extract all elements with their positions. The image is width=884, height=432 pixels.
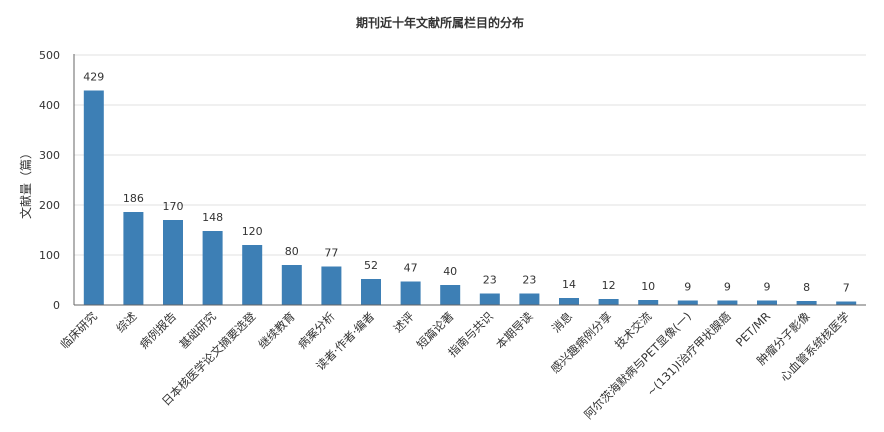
- data-label: 148: [202, 211, 223, 224]
- chart-title: 期刊近十年文献所属栏目的分布: [356, 15, 524, 30]
- data-label: 120: [242, 225, 263, 238]
- x-tick-label: 消息: [549, 309, 575, 335]
- bar-8[interactable]: [400, 281, 421, 306]
- data-label: 170: [163, 200, 184, 213]
- bar-13[interactable]: [598, 299, 619, 305]
- bar-12[interactable]: [559, 298, 579, 305]
- data-label: 14: [562, 278, 576, 291]
- bar-1[interactable]: [123, 212, 144, 305]
- y-tick-label: 500: [39, 49, 60, 62]
- y-tick-label: 100: [39, 249, 60, 262]
- bar-5[interactable]: [281, 265, 302, 305]
- bar-18[interactable]: [796, 301, 817, 305]
- bar-10[interactable]: [479, 293, 500, 306]
- bar-0[interactable]: [83, 90, 104, 306]
- y-tick-label: 200: [39, 199, 60, 212]
- data-label: 77: [324, 247, 338, 260]
- y-tick-label: 300: [39, 149, 60, 162]
- x-tick-label: 临床研究: [57, 309, 100, 352]
- data-label: 23: [522, 274, 536, 287]
- data-label: 8: [803, 281, 810, 294]
- data-label: 12: [602, 279, 616, 292]
- bars: [83, 90, 857, 306]
- data-label: 10: [641, 280, 655, 293]
- data-label: 9: [724, 281, 731, 294]
- data-label: 52: [364, 259, 378, 272]
- x-tick-label: 述评: [391, 309, 418, 336]
- data-label: 80: [285, 245, 299, 258]
- bar-15[interactable]: [677, 300, 698, 306]
- y-tick-label: 0: [53, 299, 60, 312]
- data-label: 7: [843, 282, 850, 295]
- data-label: 186: [123, 192, 144, 205]
- data-label: 9: [764, 281, 771, 294]
- x-tick-label: 综述: [113, 309, 140, 336]
- x-tick-label: 继续教育: [255, 309, 297, 351]
- bar-16[interactable]: [717, 300, 738, 306]
- bar-9[interactable]: [440, 285, 461, 305]
- y-axis-label: 文献量（篇）: [18, 147, 33, 219]
- axes: [73, 54, 866, 306]
- x-tick-label: 病例报告: [137, 309, 179, 351]
- x-tick-label: PET/MR: [733, 309, 773, 349]
- x-tick-label: 心血管系统核医学: [777, 309, 852, 384]
- bar-3[interactable]: [202, 231, 223, 305]
- bar-4[interactable]: [242, 245, 263, 305]
- grid-lines: [74, 54, 866, 256]
- bar-19[interactable]: [836, 301, 857, 306]
- bar-14[interactable]: [638, 300, 659, 305]
- bar-11[interactable]: [519, 293, 540, 306]
- data-label: 47: [404, 262, 418, 275]
- bar-6[interactable]: [321, 266, 342, 306]
- bar-7[interactable]: [361, 279, 381, 305]
- y-tick-label: 400: [39, 99, 60, 112]
- data-labels: 429 186 170 148 120 80 77 52 47 40 23 23 14 12 10 9 9 9 8 7: [83, 71, 849, 295]
- y-axis-ticks: 0 100 200 300 400 500: [39, 49, 60, 312]
- bar-17[interactable]: [757, 300, 777, 306]
- x-tick-label: 本期导读: [493, 309, 536, 352]
- data-label: 429: [83, 71, 104, 84]
- x-axis-ticks: 临床研究 综述病例报告基础研究日本核医学论文摘要选登继续教育病案分析读者·作者·编…: [57, 309, 852, 422]
- bar-2[interactable]: [163, 220, 183, 305]
- data-label: 23: [483, 274, 497, 287]
- data-label: 9: [684, 281, 691, 294]
- data-label: 40: [443, 265, 457, 278]
